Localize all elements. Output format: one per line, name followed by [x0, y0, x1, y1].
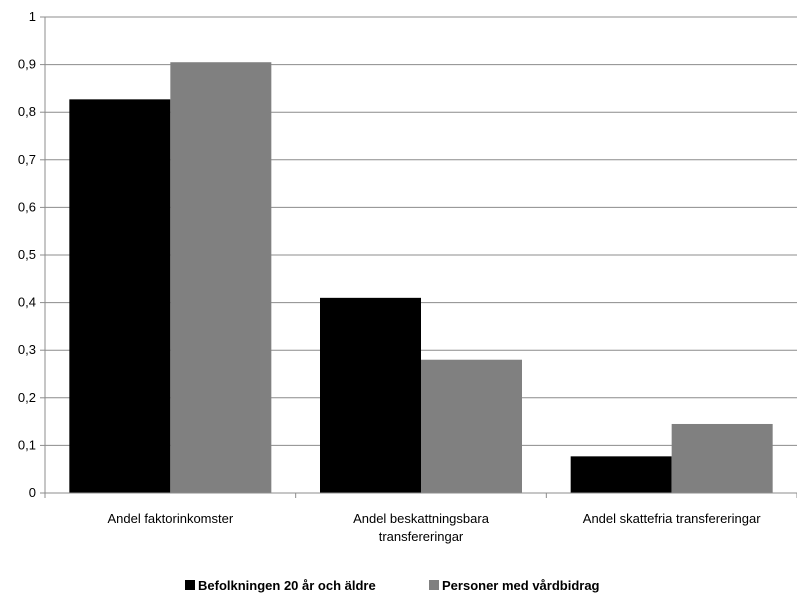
legend-label: Personer med vårdbidrag: [442, 578, 600, 593]
y-tick-label: 0,6: [18, 199, 36, 214]
y-tick-label: 0,3: [18, 342, 36, 357]
bar-befolkningen: [320, 297, 421, 493]
y-tick-label: 0,4: [18, 295, 36, 310]
x-category-label: Andel faktorinkomster: [107, 511, 233, 526]
x-category-label: Andel beskattningsbara: [353, 511, 490, 526]
bar-vardbidrag: [671, 423, 773, 493]
y-tick-label: 0: [29, 485, 36, 500]
x-category-labels: Andel faktorinkomster Andel beskattningsb…: [107, 511, 761, 544]
bar-vardbidrag: [170, 62, 272, 493]
x-category-label: Andel skattefria transfereringar: [583, 511, 761, 526]
bar-vardbidrag: [421, 359, 522, 493]
y-tick-labels: 0 0,1 0,2 0,3 0,4 0,5 0,6 0,7 0,8 0,9 1: [18, 9, 36, 500]
y-tick-label: 0,7: [18, 152, 36, 167]
y-tick-label: 0,5: [18, 247, 36, 262]
y-tick-label: 0,1: [18, 437, 36, 452]
legend-swatch: [429, 580, 439, 590]
x-category-label: transfereringar: [379, 529, 464, 544]
y-tick-label: 0,2: [18, 390, 36, 405]
axes: [40, 16, 797, 498]
bars: [69, 62, 773, 494]
legend: Befolkningen 20 år och äldre Personer med…: [185, 578, 600, 593]
bar-befolkningen: [570, 456, 672, 493]
y-tick-label: 0,9: [18, 57, 36, 72]
y-tick-label: 1: [29, 9, 36, 24]
bar-befolkningen: [69, 99, 171, 494]
y-tick-label: 0,8: [18, 104, 36, 119]
legend-swatch: [185, 580, 195, 590]
legend-label: Befolkningen 20 år och äldre: [198, 578, 376, 593]
